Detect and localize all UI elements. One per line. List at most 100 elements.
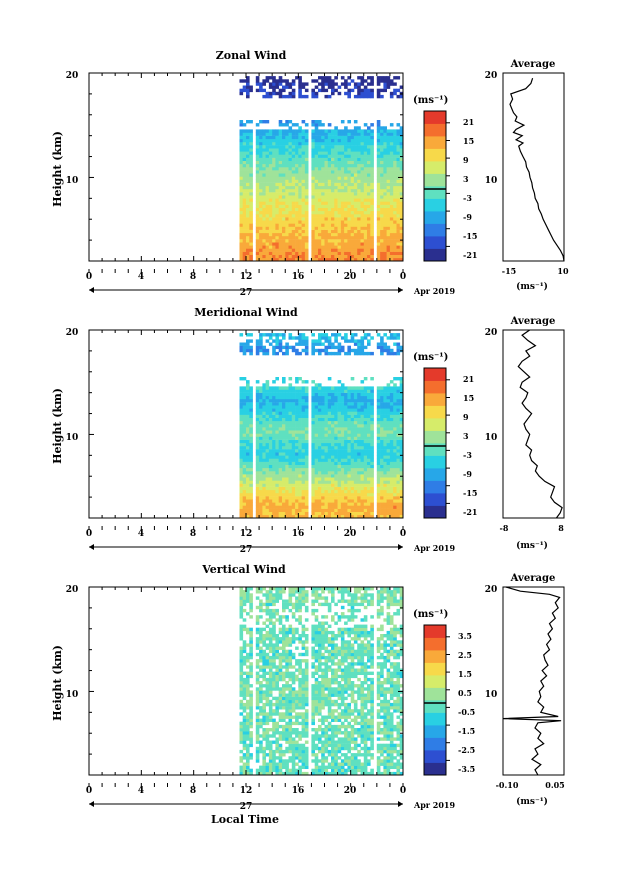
- heatmap-cell: [357, 505, 361, 509]
- heatmap-cell: [340, 220, 345, 224]
- heatmap-cell: [314, 120, 319, 124]
- heatmap-cell: [350, 477, 355, 481]
- heatmap-cell: [291, 173, 296, 177]
- heatmap-cell: [255, 88, 260, 93]
- month-label: Apr 2019: [413, 543, 456, 553]
- heatmap-cell: [353, 420, 358, 425]
- heatmap-cell: [242, 157, 247, 161]
- heatmap-cell: [314, 179, 319, 183]
- heatmap-cell: [363, 336, 368, 340]
- heatmap-cell: [370, 433, 374, 437]
- heatmap-cell: [334, 204, 338, 208]
- heatmap-cell: [331, 496, 335, 500]
- heatmap-cell: [246, 674, 250, 679]
- average-y-tick: 20: [485, 328, 498, 338]
- heatmap-cell: [265, 351, 270, 356]
- heatmap-cell: [288, 170, 293, 174]
- heatmap-cell: [278, 248, 283, 252]
- heatmap-cell: [331, 445, 335, 450]
- heatmap-cell: [360, 402, 365, 406]
- heatmap-cell: [334, 402, 338, 406]
- heatmap-cell: [262, 449, 266, 453]
- heatmap-cell: [242, 160, 247, 165]
- heatmap-cell: [278, 430, 283, 434]
- heatmap-cell: [327, 455, 332, 459]
- heatmap-cell: [249, 170, 253, 174]
- heatmap-cell: [344, 148, 348, 152]
- colorbar-tick: 15: [463, 136, 474, 146]
- heatmap-cell: [242, 445, 247, 450]
- heatmap-cell: [360, 229, 365, 234]
- heatmap-cell: [331, 467, 335, 472]
- heatmap-cell: [249, 235, 253, 240]
- heatmap-cell: [396, 242, 401, 246]
- heatmap-cell: [399, 160, 404, 165]
- heatmap-cell: [255, 690, 260, 694]
- heatmap-cell: [334, 176, 338, 180]
- heatmap-cell: [262, 483, 266, 487]
- heatmap-cell: [285, 167, 289, 171]
- heatmap-cell: [347, 235, 351, 240]
- heatmap-cell: [275, 198, 279, 202]
- heatmap-cell: [242, 245, 247, 249]
- heatmap-cell: [363, 471, 368, 475]
- heatmap-cell: [399, 433, 404, 437]
- heatmap-cell: [383, 192, 387, 196]
- heatmap-cell: [285, 505, 289, 509]
- heatmap-cell: [272, 505, 276, 509]
- y-tick-label: 20: [66, 328, 79, 338]
- heatmap-cell: [311, 483, 315, 487]
- heatmap-cell: [282, 433, 286, 437]
- heatmap-cell: [291, 242, 296, 246]
- heatmap-cell: [268, 496, 273, 500]
- heatmap-cell: [370, 257, 374, 262]
- heatmap-cell: [255, 756, 260, 760]
- heatmap-cell: [344, 229, 348, 234]
- heatmap-cell: [255, 449, 260, 453]
- heatmap-cell: [288, 452, 293, 456]
- heatmap-cell: [331, 455, 335, 459]
- heatmap-cell: [386, 163, 391, 168]
- heatmap-cell: [357, 474, 361, 478]
- heatmap-cell: [386, 235, 391, 240]
- heatmap-cell: [337, 408, 342, 412]
- heatmap-cell: [350, 474, 355, 478]
- heatmap-cell: [288, 204, 293, 208]
- heatmap-cell: [337, 141, 342, 146]
- heatmap-cell: [265, 79, 270, 83]
- heatmap-cell: [249, 655, 253, 660]
- heatmap-cell: [314, 251, 319, 255]
- heatmap-cell: [353, 207, 358, 212]
- heatmap-cell: [360, 91, 365, 96]
- heatmap-cell: [393, 514, 397, 519]
- heatmap-cell: [347, 345, 351, 350]
- heatmap-cell: [291, 135, 296, 140]
- heatmap-cell: [291, 192, 296, 196]
- heatmap-cell: [311, 141, 315, 146]
- heatmap-cell: [376, 471, 381, 475]
- heatmap-cell: [334, 405, 338, 409]
- heatmap-cell: [357, 226, 361, 230]
- heatmap-cell: [278, 217, 283, 221]
- heatmap-cell: [353, 502, 358, 506]
- heatmap-cell: [304, 229, 309, 234]
- heatmap-cell: [386, 511, 391, 516]
- heatmap-cell: [386, 395, 391, 400]
- heatmap-cell: [380, 176, 384, 180]
- heatmap-cell: [262, 226, 266, 230]
- heatmap-cell: [259, 173, 263, 177]
- heatmap-cell: [242, 464, 247, 469]
- heatmap-cell: [360, 207, 365, 212]
- heatmap-cell: [324, 471, 329, 475]
- heatmap-cell: [272, 449, 276, 453]
- heatmap-cell: [311, 471, 315, 475]
- heatmap-cell: [334, 486, 338, 491]
- heatmap-cell: [262, 220, 266, 224]
- heatmap-cell: [367, 217, 371, 221]
- heatmap-cell: [298, 405, 302, 409]
- heatmap-cell: [298, 248, 302, 252]
- heatmap-cell: [324, 449, 329, 453]
- heatmap-cell: [331, 235, 335, 240]
- heatmap-cell: [321, 251, 325, 255]
- heatmap-cell: [393, 129, 397, 133]
